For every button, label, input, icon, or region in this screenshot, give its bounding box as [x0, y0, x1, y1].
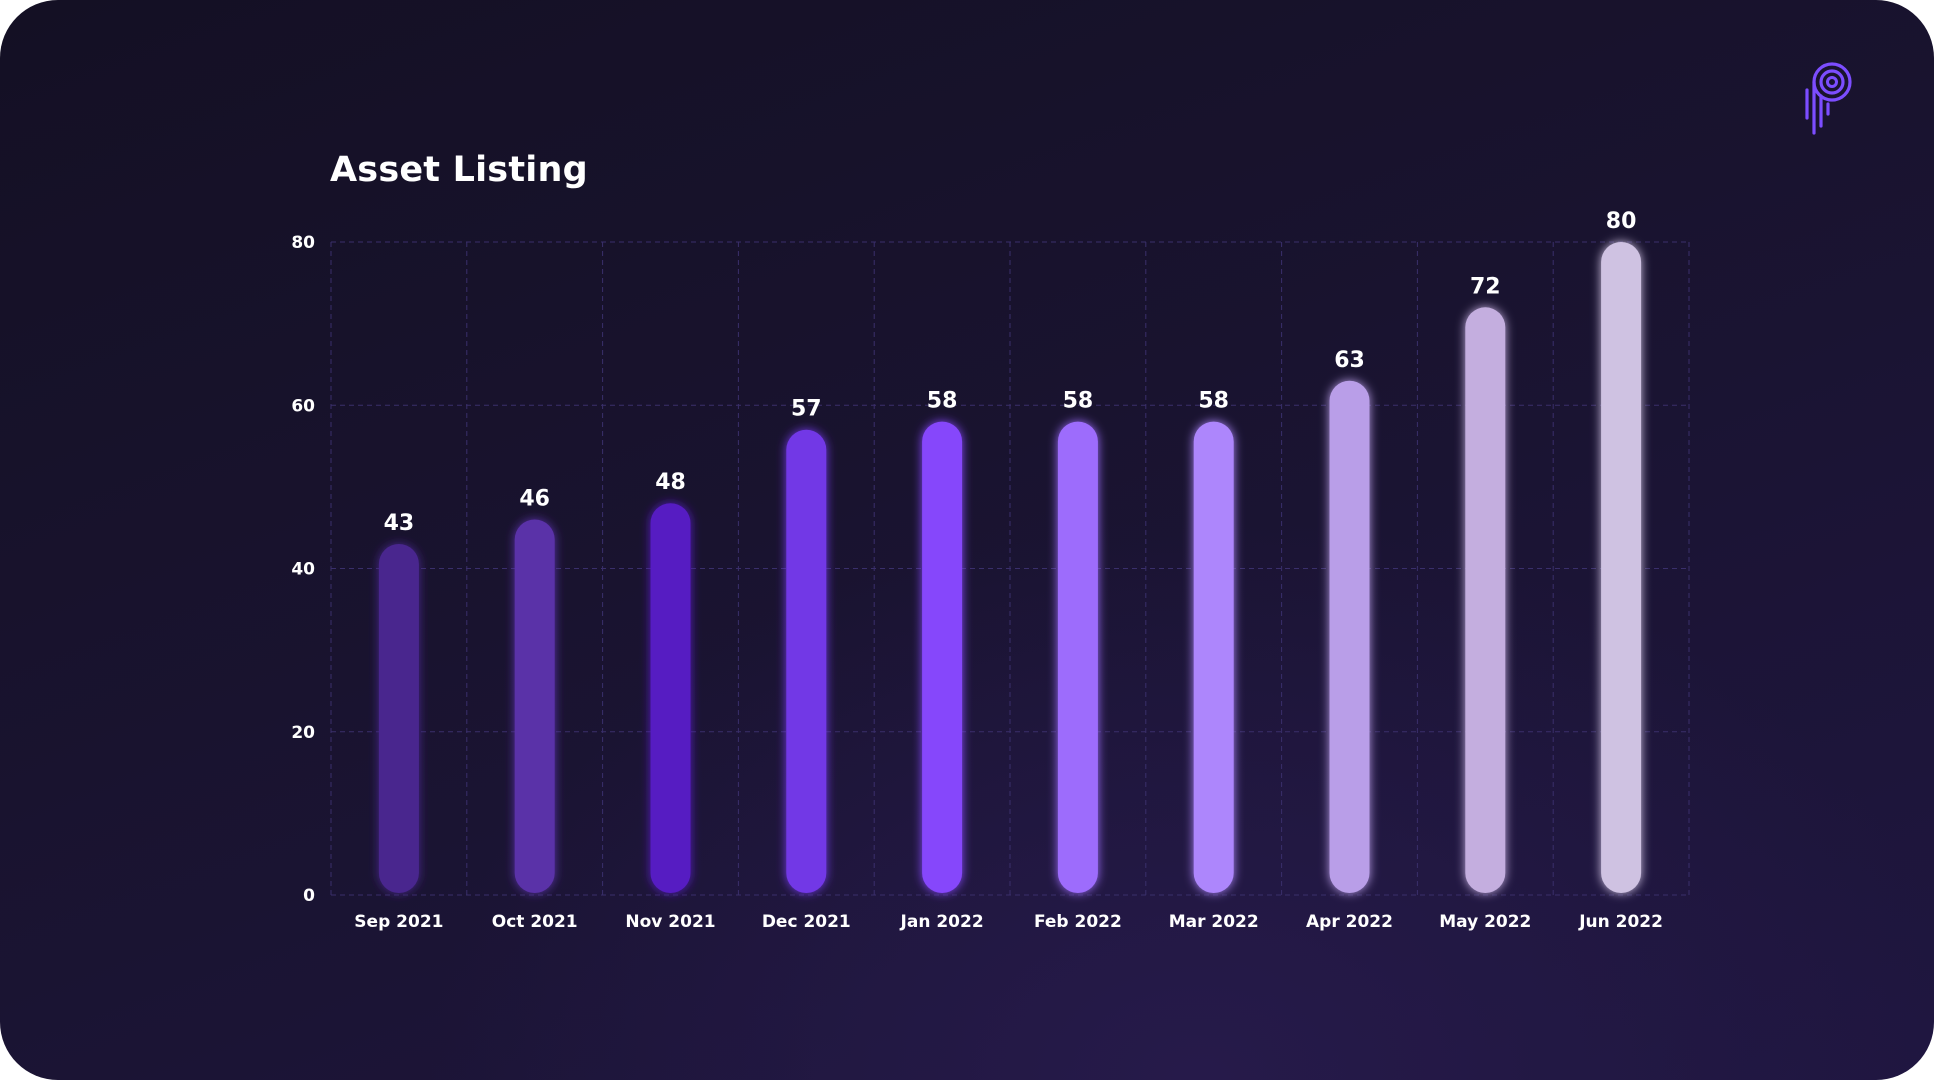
x-tick-label: Oct 2021 [492, 912, 578, 932]
bar [650, 503, 691, 893]
bar [1329, 380, 1370, 893]
data-label: 58 [1198, 389, 1229, 414]
bars [378, 242, 1642, 893]
x-tick-label: Jun 2022 [1578, 912, 1663, 932]
data-label: 58 [1063, 389, 1094, 414]
data-label: 63 [1334, 348, 1365, 373]
x-tick-label: Mar 2022 [1169, 912, 1259, 932]
bar [1057, 421, 1098, 893]
data-label: 72 [1470, 274, 1501, 299]
x-tick-label: Apr 2022 [1306, 912, 1393, 932]
y-tick-label: 0 [303, 886, 315, 906]
data-label: 43 [384, 511, 415, 536]
data-label: 57 [791, 397, 822, 422]
x-tick-label: Dec 2021 [762, 912, 851, 932]
x-tick-label: Nov 2021 [625, 912, 715, 932]
y-tick-label: 60 [291, 396, 315, 416]
grid-lines [330, 241, 1690, 896]
x-tick-label: Sep 2021 [354, 912, 443, 932]
x-tick-label: Jan 2022 [900, 912, 984, 932]
y-axis: 0 20 40 60 80 [291, 233, 315, 906]
x-tick-label: May 2022 [1439, 912, 1531, 932]
data-label: 80 [1606, 209, 1637, 234]
bar [1193, 421, 1234, 893]
data-label: 46 [519, 487, 550, 512]
data-label: 48 [655, 470, 686, 495]
bar [1465, 307, 1506, 893]
data-label: 58 [927, 389, 958, 414]
bar [1601, 242, 1642, 893]
x-axis: Sep 2021 Oct 2021 Nov 2021 Dec 2021 Jan 2022… [354, 912, 1663, 932]
y-tick-label: 40 [291, 560, 315, 580]
bar [786, 429, 827, 893]
y-tick-label: 20 [291, 723, 315, 743]
bar [378, 544, 419, 893]
y-tick-label: 80 [291, 233, 315, 253]
bar [922, 421, 963, 893]
data-labels: 43 46 48 57 58 58 58 63 72 80 [384, 209, 1637, 536]
bar [514, 519, 555, 893]
x-tick-label: Feb 2022 [1034, 912, 1122, 932]
brand-logo-icon [1805, 62, 1852, 135]
chart-title: Asset Listing [330, 150, 588, 190]
